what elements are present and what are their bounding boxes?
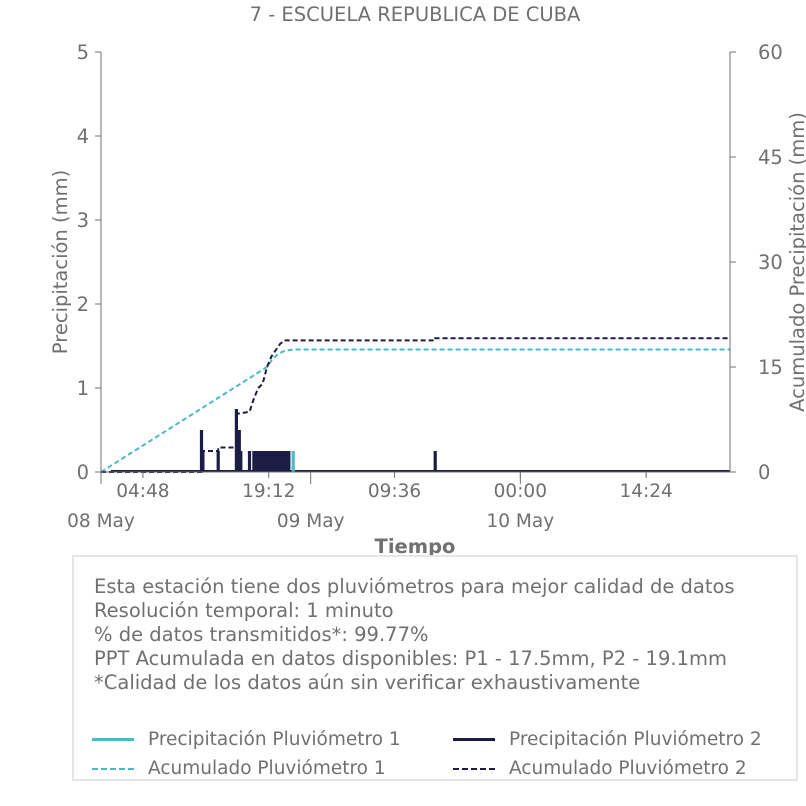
y-right-tick-label-4: 60: [758, 41, 783, 64]
info-line-accumulated: PPT Acumulada en datos disponibles: P1 -…: [94, 647, 727, 670]
legend-item-acum-1: Acumulado Pluviómetro 1: [92, 758, 386, 779]
info-line-quality-note: *Calidad de los datos aún sin verificar …: [94, 671, 641, 694]
x-time-tick-label-2: 09:36: [368, 481, 421, 502]
legend-label-acum-2: Acumulado Pluviómetro 2: [509, 758, 747, 779]
line-acumulado-pluviometro-2: [101, 337, 730, 473]
y-left-tick-label-5: 5: [77, 41, 89, 64]
legend-item-precip-2: Precipitación Pluviómetro 2: [453, 729, 762, 750]
y-left-tick-label-0: 0: [77, 461, 89, 484]
info-line-two-gauges: Esta estación tiene dos pluviómetros par…: [94, 575, 735, 598]
legend-label-precip-1: Precipitación Pluviómetro 1: [148, 729, 401, 750]
x-date-tick-label-1: 09 May: [277, 511, 345, 532]
bar-precipitacion-pluviometro-2-6: [247, 451, 252, 472]
bar-precipitacion-pluviometro-2-30: [287, 451, 291, 472]
legend-label-precip-2: Precipitación Pluviómetro 2: [509, 729, 762, 750]
x-time-tick-label-1: 19:12: [242, 481, 295, 502]
bar-precipitacion-pluviometro-1-6: [291, 451, 295, 472]
legend-swatch-precip-2: [453, 738, 495, 741]
legend-swatch-acum-1: [92, 767, 134, 770]
y-right-tick-label-3: 45: [758, 146, 783, 169]
x-time-tick-label-4: 14:24: [619, 481, 672, 502]
bar-precipitacion-pluviometro-2-3: [234, 409, 238, 472]
y-left-tick-label-3: 3: [77, 209, 89, 232]
bar-precipitacion-pluviometro-2-1: [201, 451, 205, 472]
legend-item-precip-1: Precipitación Pluviómetro 1: [92, 729, 401, 750]
legend-swatch-acum-2: [453, 767, 495, 770]
y-axis-right-label: Acumulado Precipitación (mm): [786, 112, 806, 412]
legend-swatch-precip-1: [92, 738, 134, 741]
info-line-resolution: Resolución temporal: 1 minuto: [94, 599, 394, 622]
chart-marks: [100, 337, 730, 473]
x-time-tick-label-0: 04:48: [116, 481, 169, 502]
bar-precipitacion-pluviometro-2-5: [239, 451, 243, 472]
x-date-tick-label-0: 08 May: [67, 511, 135, 532]
info-box: Esta estación tiene dos pluviómetros par…: [72, 555, 798, 781]
y-right-tick-label-0: 0: [758, 461, 770, 484]
x-axis-label: Tiempo: [375, 535, 456, 558]
y-right-tick-label-1: 15: [758, 356, 783, 379]
bar-precipitacion-pluviometro-2-2: [216, 451, 220, 472]
bar-precipitacion-pluviometro-2-14: [262, 451, 266, 472]
legend-item-acum-2: Acumulado Pluviómetro 2: [453, 758, 747, 779]
info-lines: Esta estación tiene dos pluviómetros par…: [94, 575, 735, 695]
chart-title: 7 - ESCUELA REPUBLICA DE CUBA: [250, 3, 581, 26]
legend-label-acum-1: Acumulado Pluviómetro 1: [148, 758, 386, 779]
y-right-tick-label-2: 30: [758, 251, 783, 274]
x-date-tick-label-2: 10 May: [486, 511, 554, 532]
y-axis-left-label: Precipitación (mm): [49, 170, 72, 354]
x-time-tick-label-3: 00:00: [494, 481, 547, 502]
line-acumulado-pluviometro-1: [100, 348, 730, 473]
y-left-tick-label-4: 4: [77, 125, 89, 148]
bar-precipitacion-pluviometro-2-31: [433, 451, 437, 472]
info-line-transmitted: % de datos transmitidos*: 99.77%: [94, 623, 429, 646]
y-left-tick-label-2: 2: [77, 293, 89, 316]
y-left-tick-label-1: 1: [77, 377, 89, 400]
